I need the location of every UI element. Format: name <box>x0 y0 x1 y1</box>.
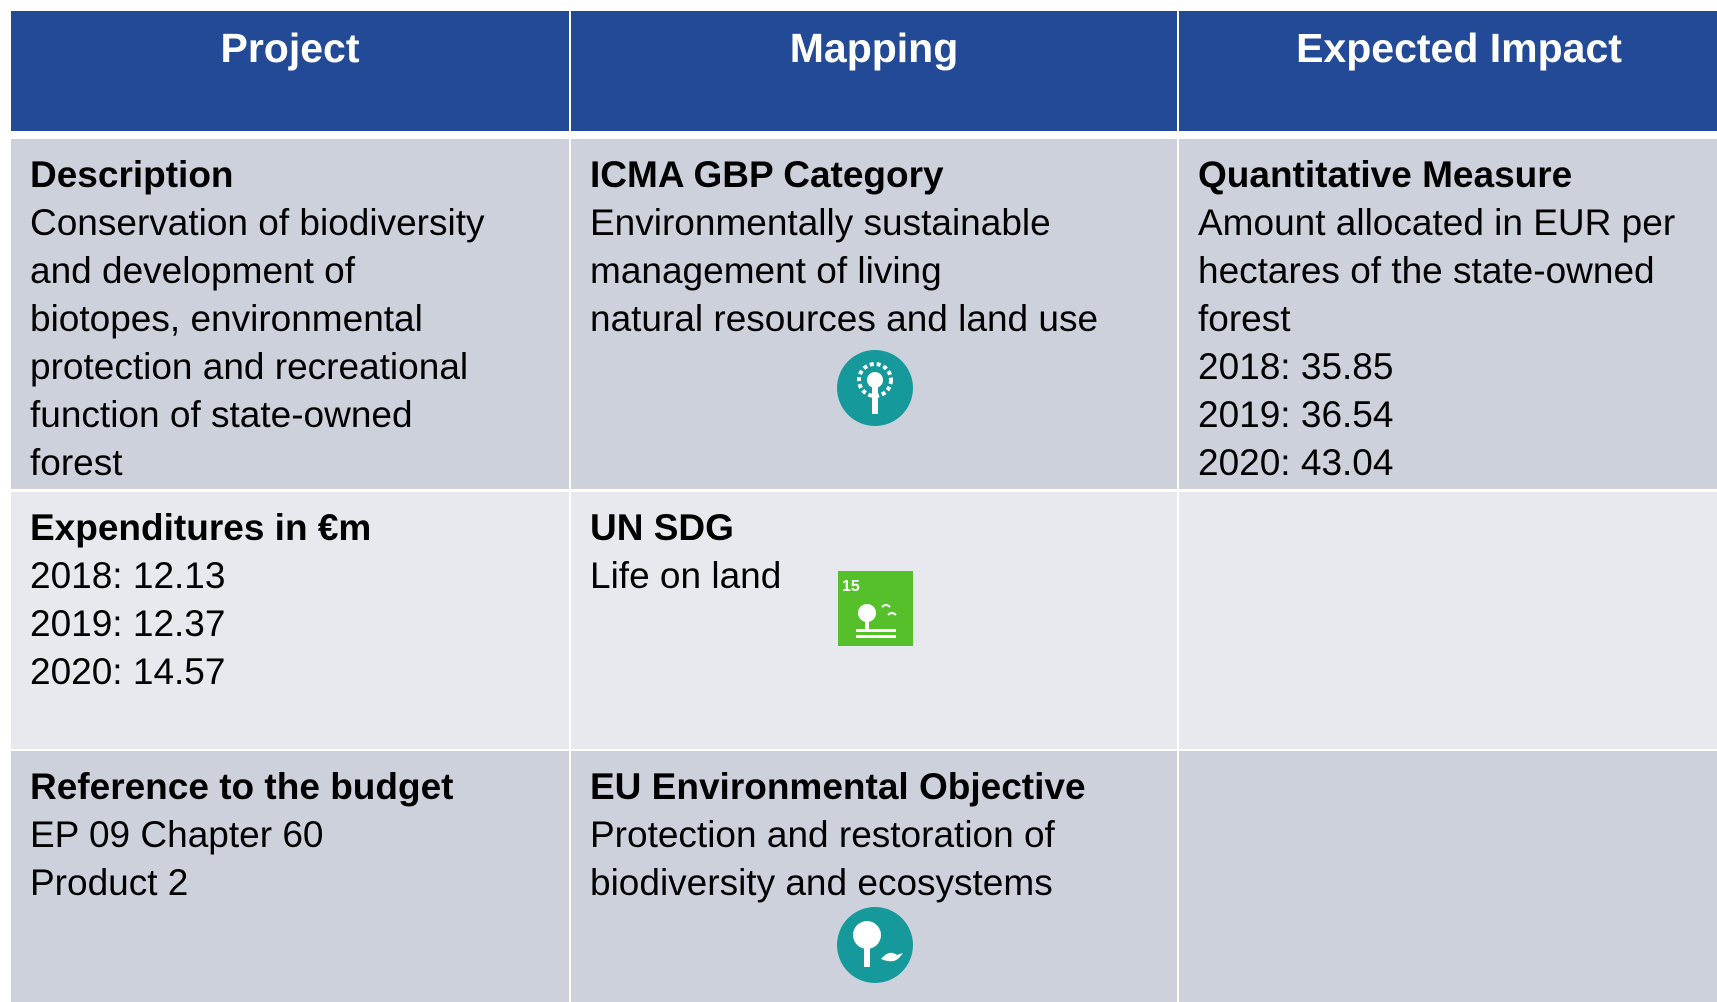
cell-line: protection and recreational <box>30 346 469 387</box>
table-cell <box>1179 751 1717 1002</box>
cell-line: 2019: 36.54 <box>1198 394 1394 435</box>
table-cell: Quantitative Measure Amount allocated in … <box>1179 139 1717 489</box>
cell-line: 2018: 35.85 <box>1198 346 1394 387</box>
cell-line: Amount allocated in EUR per <box>1198 202 1676 243</box>
header-cell: Mapping <box>571 11 1177 131</box>
cell-title: ICMA GBP Category <box>590 154 944 195</box>
cell-title: UN SDG <box>590 507 734 548</box>
sdg-15-icon: 15 <box>838 571 913 646</box>
cell-line: hectares of the state-owned <box>1198 250 1655 291</box>
table-cell: ICMA GBP Category Environmentally sustain… <box>571 139 1177 489</box>
biodiversity-icon <box>837 907 913 983</box>
table-cell: Reference to the budget EP 09 Chapter 60 P… <box>11 751 569 1002</box>
table-cell: Expenditures in €m 2018: 12.13 2019: 12.37… <box>11 492 569 749</box>
cell-line: Life on land <box>590 555 782 596</box>
cell-title: Reference to the budget <box>30 766 454 807</box>
cell-line: EP 09 Chapter 60 <box>30 814 324 855</box>
cell-line: 2019: 12.37 <box>30 603 226 644</box>
cell-line: 2020: 43.04 <box>1198 442 1394 483</box>
cell-line: forest <box>30 442 123 483</box>
cell-line: Protection and restoration of <box>590 814 1055 855</box>
cell-line: and development of <box>30 250 356 291</box>
cell-title: Quantitative Measure <box>1198 154 1573 195</box>
table-cell <box>1179 492 1717 749</box>
cell-title: Expenditures in €m <box>30 507 372 548</box>
cell-line: biodiversity and ecosystems <box>590 862 1053 903</box>
cell-line: biotopes, environmental <box>30 298 423 339</box>
cell-line: Conservation of biodiversity <box>30 202 485 243</box>
svg-text:15: 15 <box>842 578 860 595</box>
cell-line: management of living <box>590 250 942 291</box>
table-cell: Description Conservation of biodiversity a… <box>11 139 569 489</box>
tree-icon <box>837 350 913 426</box>
cell-title: EU Environmental Objective <box>590 766 1086 807</box>
cell-line: 2020: 14.57 <box>30 651 226 692</box>
cell-line: natural resources and land use <box>590 298 1099 339</box>
cell-line: Product 2 <box>30 862 189 903</box>
header-cell: Expected Impact <box>1179 11 1717 131</box>
cell-line: 2018: 12.13 <box>30 555 226 596</box>
cell-title: Description <box>30 154 234 195</box>
table-cell: EU Environmental Objective Protection and… <box>571 751 1177 1002</box>
cell-line: function of state-owned <box>30 394 413 435</box>
cell-line: Environmentally sustainable <box>590 202 1051 243</box>
cell-line: forest <box>1198 298 1291 339</box>
header-cell: Project <box>11 11 569 131</box>
